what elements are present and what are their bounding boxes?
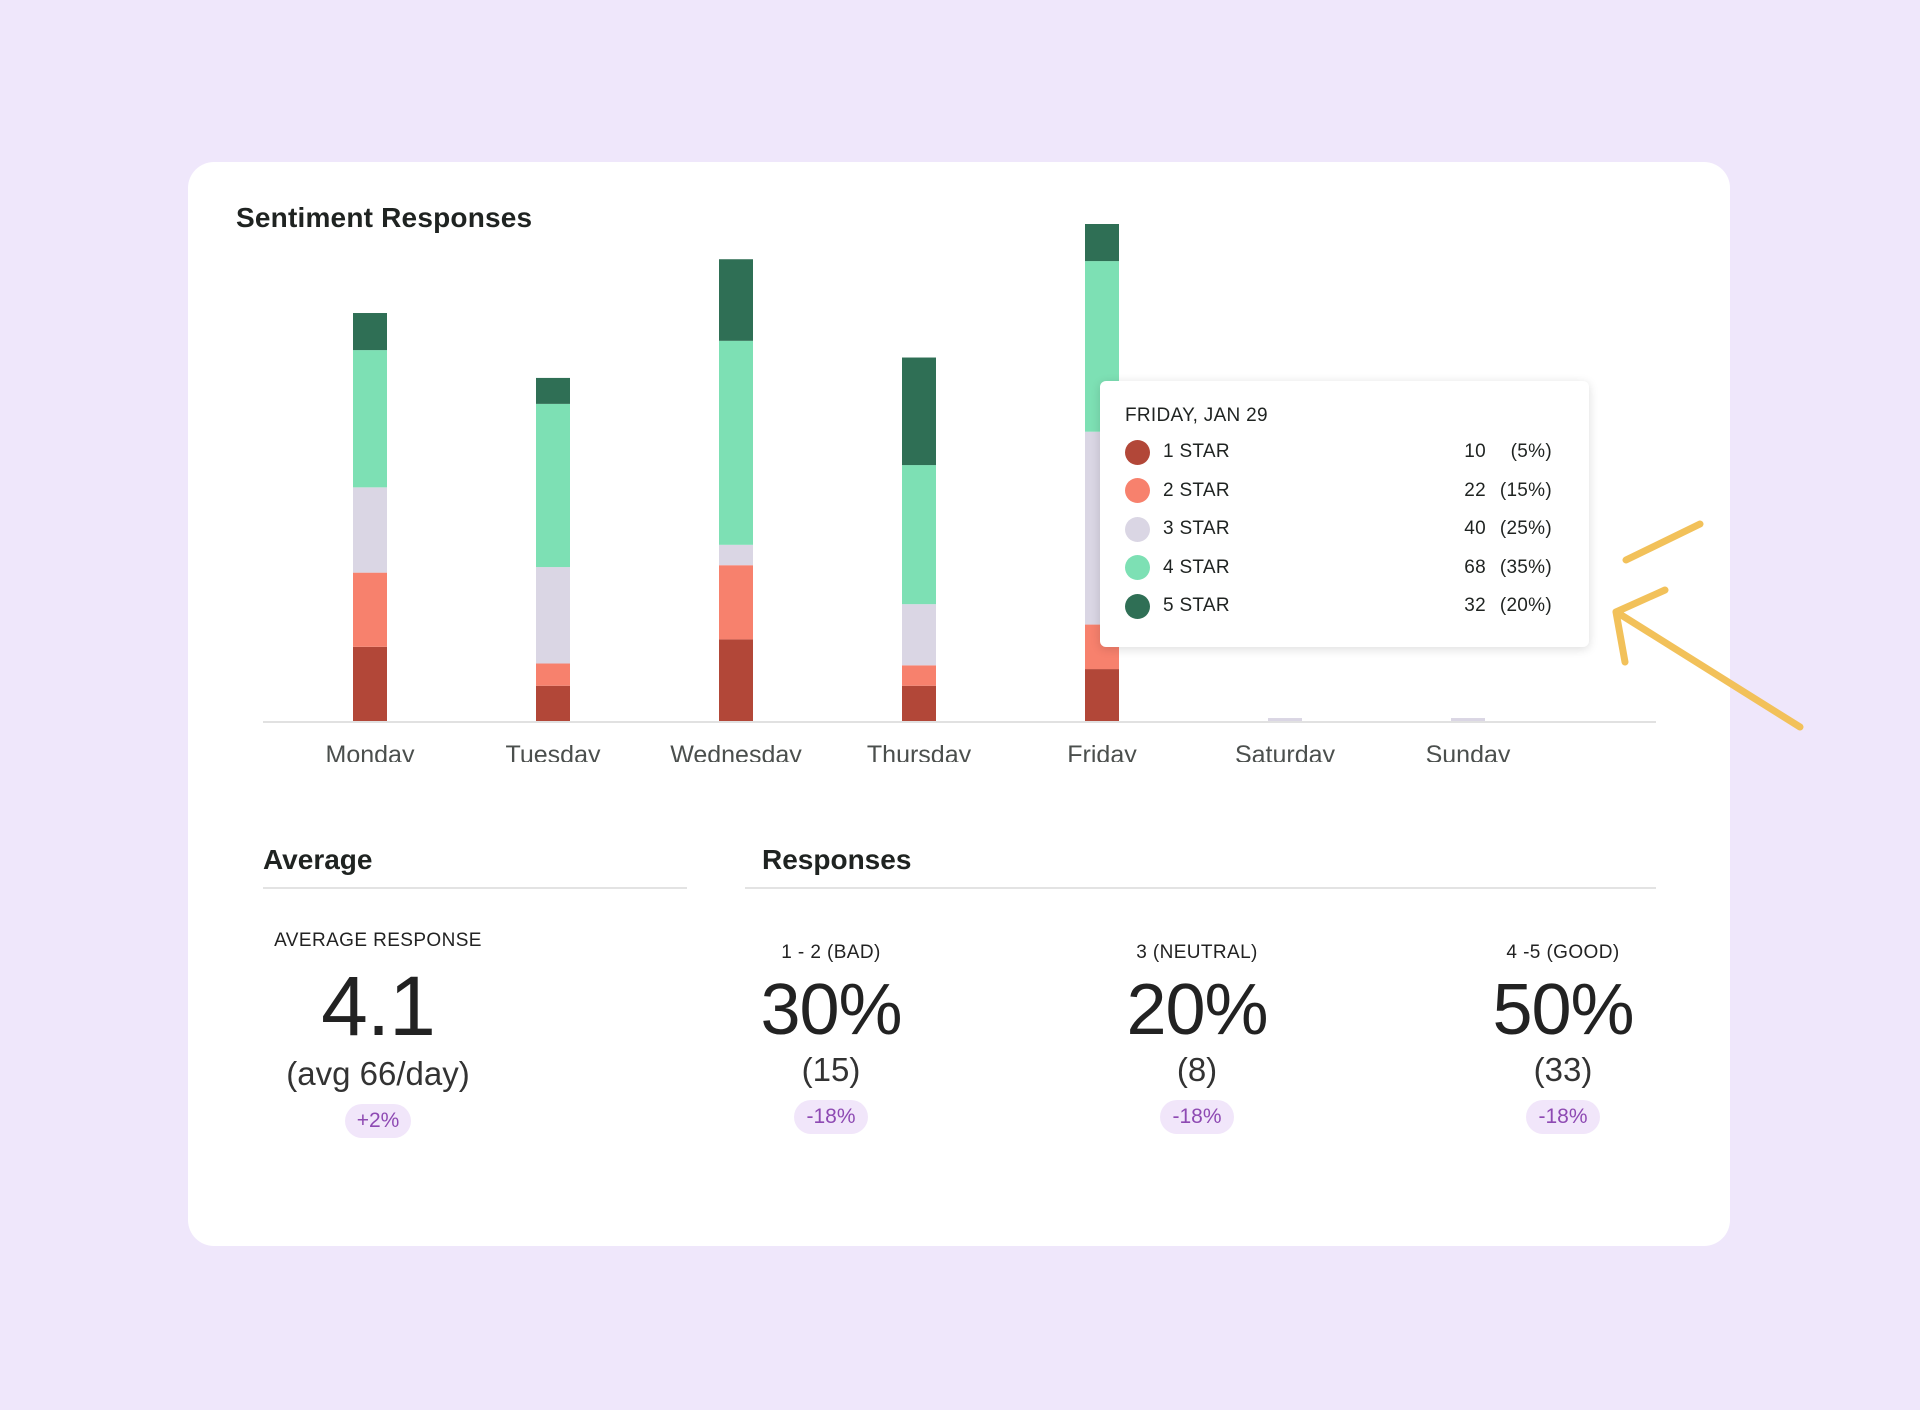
bar-segment-wednesday-4-star[interactable] — [719, 340, 753, 545]
average-divider — [263, 887, 687, 889]
arrow-head — [1612, 586, 1669, 666]
tooltip-row-label: 3 STAR — [1163, 518, 1230, 540]
response-change-badge: -18% — [794, 1100, 868, 1134]
tooltip-row-count: 68 — [1464, 556, 1486, 578]
tooltip-row-pct: (25%) — [1499, 518, 1552, 540]
bar-segment-wednesday-1-star[interactable] — [719, 639, 753, 721]
bar-segment-sunday-3-star[interactable] — [1451, 718, 1485, 721]
bar-segment-wednesday-3-star[interactable] — [719, 544, 753, 566]
tooltip-row: 3 STAR 40 (25%) — [1125, 510, 1565, 549]
bar-segment-thursday-5-star[interactable] — [902, 357, 936, 466]
chart-tooltip: FRIDAY, JAN 29 1 STAR 10 (5%) 2 STAR 22 … — [1100, 381, 1589, 647]
tooltip-row-label: 2 STAR — [1163, 479, 1230, 501]
bar-segment-thursday-4-star[interactable] — [902, 465, 936, 605]
legend-dot-5-star — [1125, 593, 1150, 619]
response-group-good: 4 -5 (GOOD) 50% (33) -18% — [1413, 942, 1713, 1134]
tooltip-row: 5 STAR 32 (20%) — [1125, 587, 1565, 626]
responses-heading: Responses — [762, 844, 912, 875]
bar-segment-thursday-3-star[interactable] — [902, 604, 936, 666]
tooltip-row: 1 STAR 10 (5%) — [1125, 433, 1565, 472]
tooltip-row-count: 10 — [1464, 441, 1486, 463]
bar-segment-monday-2-star[interactable] — [353, 572, 387, 647]
response-group-label: 3 (NEUTRAL) — [1136, 942, 1258, 963]
tooltip-row-count: 40 — [1464, 518, 1486, 540]
stacked-bar-chart: Monday Tuesday Wednesday Thursday Friday Satu… — [263, 224, 1656, 762]
tooltip-row-count: 22 — [1464, 479, 1486, 501]
average-sub: (avg 66/day) — [286, 1055, 470, 1092]
tooltip-row: 4 STAR 68 (35%) — [1125, 549, 1565, 588]
tooltip-row: 2 STAR 22 (15%) — [1125, 472, 1565, 511]
x-tick-label: Friday — [1067, 741, 1137, 762]
tooltip-row-count: 32 — [1464, 595, 1486, 617]
sentiment-card: Sentiment Responses Monday Tuesday Wednesd… — [188, 162, 1730, 1246]
response-group-bad: 1 - 2 (BAD) 30% (15) -18% — [681, 942, 981, 1134]
tooltip-row-label: 1 STAR — [1163, 441, 1230, 463]
x-tick-label: Sunday — [1426, 741, 1511, 762]
bar-segment-monday-4-star[interactable] — [353, 350, 387, 488]
bar-segment-thursday-1-star[interactable] — [902, 685, 936, 721]
bar-segment-friday-5-star[interactable] — [1085, 224, 1119, 262]
legend-dot-1-star — [1125, 439, 1150, 465]
bar-segment-monday-1-star[interactable] — [353, 646, 387, 721]
bar-segment-tuesday-1-star[interactable] — [536, 685, 570, 721]
bar-segment-saturday-3-star[interactable] — [1268, 718, 1302, 721]
tooltip-title: FRIDAY, JAN 29 — [1125, 405, 1268, 426]
responses-divider — [745, 887, 1656, 889]
x-tick-label: Saturday — [1235, 741, 1336, 762]
response-group-label: 4 -5 (GOOD) — [1506, 942, 1620, 963]
response-change-badge: -18% — [1160, 1100, 1234, 1134]
tooltip-row-pct: (20%) — [1499, 595, 1552, 617]
tooltip-row-pct: (5%) — [1510, 441, 1552, 463]
arrow-shaft — [1614, 609, 1804, 731]
x-tick-label: Tuesday — [506, 741, 601, 762]
response-group-count: (15) — [801, 1051, 861, 1088]
bar-segment-wednesday-5-star[interactable] — [719, 259, 753, 341]
legend-dot-3-star — [1125, 516, 1150, 542]
average-change-badge: +2% — [344, 1104, 412, 1138]
chart-title: Sentiment Responses — [236, 202, 533, 233]
response-group-pct: 30% — [760, 970, 902, 1050]
tooltip-row-label: 5 STAR — [1163, 595, 1230, 617]
response-group-label: 1 - 2 (BAD) — [781, 942, 881, 963]
bar-segment-tuesday-2-star[interactable] — [536, 663, 570, 686]
tooltip-row-pct: (15%) — [1499, 479, 1552, 501]
response-group-count: (33) — [1533, 1051, 1593, 1088]
average-label: AVERAGE RESPONSE — [274, 930, 482, 951]
bar-segment-friday-1-star[interactable] — [1085, 669, 1119, 721]
bar-segment-monday-3-star[interactable] — [353, 487, 387, 573]
average-stat: AVERAGE RESPONSE 4.1 (avg 66/day) +2% — [228, 930, 528, 1138]
bar-segment-tuesday-3-star[interactable] — [536, 567, 570, 664]
average-heading: Average — [263, 844, 373, 875]
average-value: 4.1 — [321, 959, 436, 1053]
bar-segment-thursday-2-star[interactable] — [902, 665, 936, 686]
bar-segment-tuesday-4-star[interactable] — [536, 403, 570, 568]
x-tick-label: Thursday — [867, 741, 972, 762]
response-group-count: (8) — [1176, 1051, 1218, 1088]
arrow-dash — [1622, 520, 1704, 564]
bar-segment-wednesday-2-star[interactable] — [719, 565, 753, 640]
legend-dot-2-star — [1125, 478, 1150, 504]
response-group-pct: 20% — [1126, 970, 1268, 1050]
legend-dot-4-star — [1125, 555, 1150, 581]
bar-segment-tuesday-5-star[interactable] — [536, 377, 570, 404]
response-change-badge: -18% — [1526, 1100, 1600, 1134]
bar-segment-monday-5-star[interactable] — [353, 313, 387, 351]
x-tick-label: Monday — [326, 741, 415, 762]
tooltip-row-pct: (35%) — [1499, 556, 1552, 578]
tooltip-row-label: 4 STAR — [1163, 556, 1230, 578]
response-group-neutral: 3 (NEUTRAL) 20% (8) -18% — [1047, 942, 1347, 1134]
x-tick-label: Wednesday — [670, 741, 802, 762]
response-group-pct: 50% — [1492, 970, 1634, 1050]
